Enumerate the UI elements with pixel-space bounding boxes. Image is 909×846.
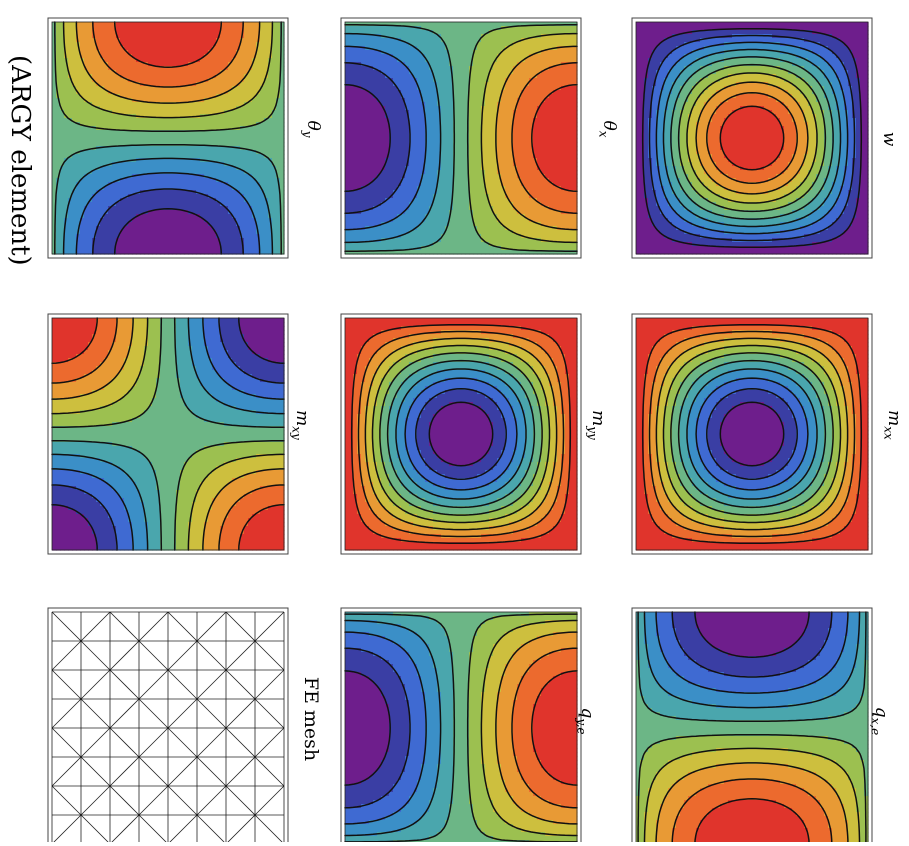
label-m-yy: myy bbox=[586, 400, 608, 450]
plot-theta-x bbox=[341, 18, 581, 258]
plot-q-y-e bbox=[341, 608, 581, 842]
label-theta-x: θx bbox=[597, 111, 619, 147]
plot-theta-y bbox=[48, 18, 288, 258]
plot-fe-mesh bbox=[48, 608, 288, 842]
plot-w bbox=[632, 18, 872, 258]
label-theta-y: θy bbox=[301, 111, 323, 147]
label-q-y-e: qy,e bbox=[575, 693, 597, 749]
label-fe-mesh: FE mesh bbox=[296, 674, 322, 764]
label-argy-element: (ARGY element) bbox=[3, 55, 35, 225]
plot-m-xy bbox=[48, 314, 288, 554]
label-w: w bbox=[877, 124, 899, 154]
plot-q-x-e bbox=[632, 608, 872, 842]
label-q-x-e: qx,e bbox=[869, 693, 891, 749]
label-m-xy: mxy bbox=[290, 400, 312, 450]
plot-m-yy bbox=[341, 314, 581, 554]
label-m-xx: mxx bbox=[882, 400, 904, 450]
plot-m-xx bbox=[632, 314, 872, 554]
